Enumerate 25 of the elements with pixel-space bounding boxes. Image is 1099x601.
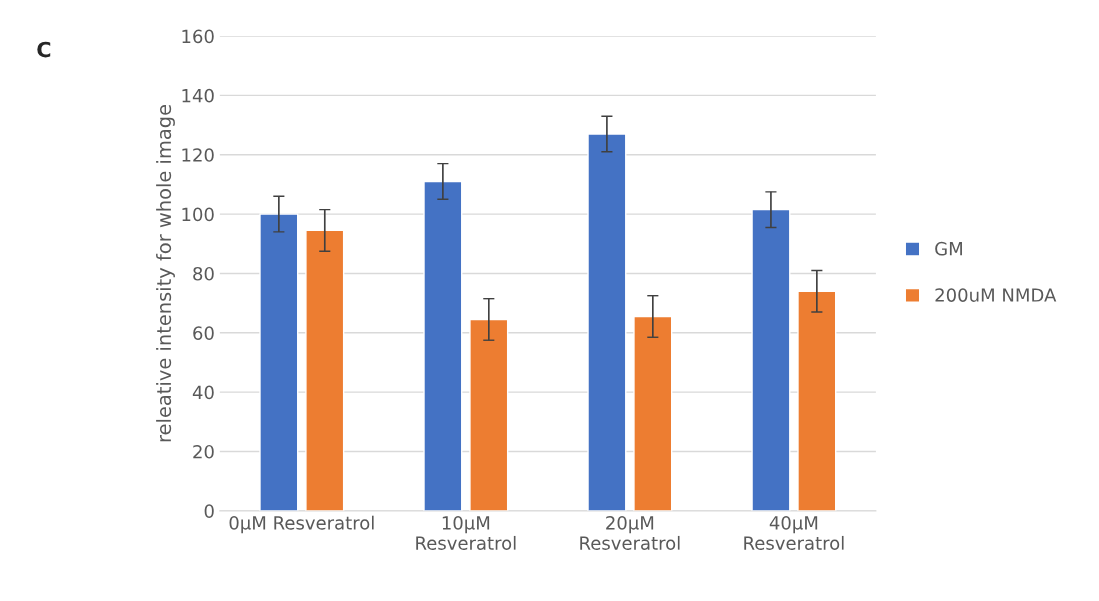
bar <box>423 180 463 511</box>
y-tick-label: 60 <box>193 326 214 340</box>
legend-label: 200uM NMDA <box>935 288 1057 302</box>
bar <box>259 213 299 511</box>
y-tick-label: 120 <box>182 148 214 162</box>
bar <box>469 318 509 511</box>
y-tick-label: 80 <box>193 266 214 281</box>
x-tick-label: 10µM Resveratrol <box>416 516 516 550</box>
y-tick-label: 100 <box>182 207 214 222</box>
x-tick-label: 0µM Resveratrol <box>229 515 374 534</box>
y-tick-label: 40 <box>192 385 214 400</box>
y-tick-label: 160 <box>182 29 214 44</box>
x-tick-label: 40µM Resveratrol <box>744 516 844 550</box>
bar <box>797 290 837 511</box>
bar <box>751 208 791 511</box>
text: C <box>37 41 51 58</box>
bar <box>633 315 673 511</box>
y-axis-title: releative intensity for whole image <box>156 104 175 442</box>
y-tick-label: 140 <box>182 88 214 103</box>
y-tick-label: 0 <box>204 504 214 518</box>
x-tick-label: 20µM Resveratrol <box>580 516 680 550</box>
bar <box>305 229 345 511</box>
y-tick-label: 20 <box>193 444 214 459</box>
legend-label: GM <box>935 241 962 256</box>
bar <box>587 133 627 511</box>
